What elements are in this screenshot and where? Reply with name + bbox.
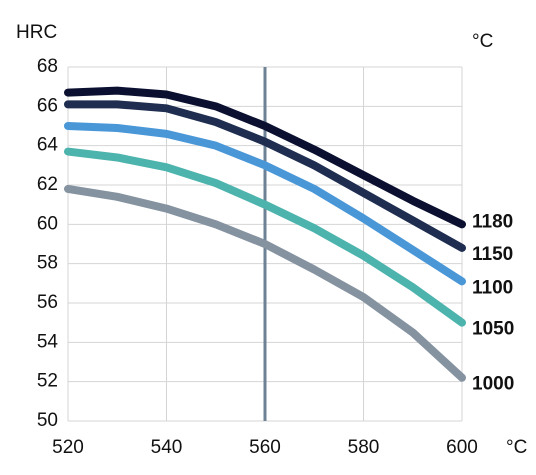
- legend-label: 1100: [472, 277, 513, 298]
- y-tick-label: 62: [37, 174, 58, 195]
- series-line: [64, 86, 466, 229]
- legend-label: 1180: [472, 211, 513, 232]
- x-axis-label: °C: [506, 437, 527, 458]
- y-tick-label: 68: [37, 56, 58, 77]
- y-tick-label: 50: [37, 410, 58, 431]
- y-axis-label: HRC: [16, 22, 57, 43]
- x-tick-label: 580: [348, 437, 380, 458]
- legend-label: 1150: [472, 244, 513, 265]
- series-line: [64, 184, 466, 382]
- x-tick-label: 560: [249, 437, 281, 458]
- x-tick-label: 600: [446, 437, 478, 458]
- series-line: [64, 147, 466, 327]
- y-tick-label: 54: [37, 331, 59, 352]
- legend-title: °C: [472, 31, 493, 52]
- y-tick-label: 56: [37, 292, 58, 313]
- y-tick-label: 60: [37, 213, 58, 234]
- series-line: [64, 100, 466, 252]
- y-tick-label: 58: [37, 253, 58, 274]
- y-tick-label: 52: [37, 371, 58, 392]
- x-tick-label: 540: [151, 437, 183, 458]
- legend-label: 1000: [472, 374, 514, 395]
- y-tick-label: 66: [37, 95, 58, 116]
- y-tick-label: 64: [37, 135, 59, 156]
- series-line: [64, 122, 466, 286]
- x-tick-label: 520: [52, 437, 84, 458]
- legend-label: 1050: [472, 319, 514, 340]
